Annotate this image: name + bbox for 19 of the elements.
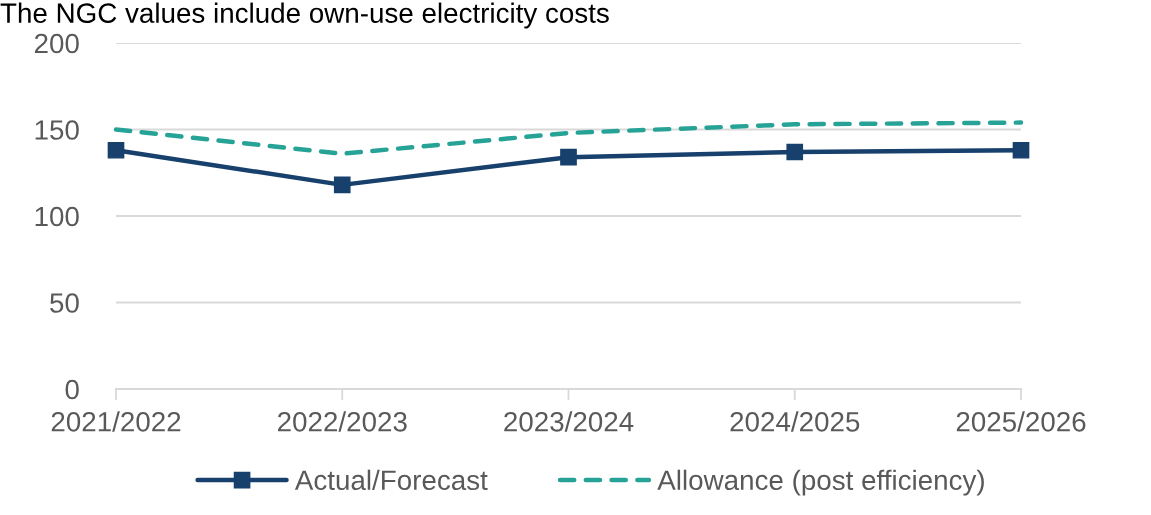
x-tick-label: 2024/2025 xyxy=(730,411,860,432)
point xyxy=(1012,141,1030,159)
point xyxy=(107,141,125,159)
x-tick-label: 2022/2023 xyxy=(278,411,407,432)
chart-title: The NGC values include own-use electricity costs xyxy=(0,2,609,29)
x-tick-label: 2025/2026 xyxy=(956,411,1086,432)
y-tick-label: 150 xyxy=(35,120,79,140)
line-series xyxy=(113,120,1024,156)
point xyxy=(333,176,351,194)
x-tick-label: 2023/2024 xyxy=(504,411,634,432)
legend-label: Allowance (post efficiency) xyxy=(657,469,984,496)
legend-label: Actual/Forecast xyxy=(294,469,488,491)
y-tick-label: 100 xyxy=(35,206,79,227)
y-tick-label: 0 xyxy=(65,379,79,400)
y-tick-label: 200 xyxy=(34,33,79,54)
point xyxy=(786,143,804,161)
y-tick-label: 50 xyxy=(50,293,79,313)
point xyxy=(560,148,577,166)
x-tick-label: 2021/2022 xyxy=(51,411,181,432)
